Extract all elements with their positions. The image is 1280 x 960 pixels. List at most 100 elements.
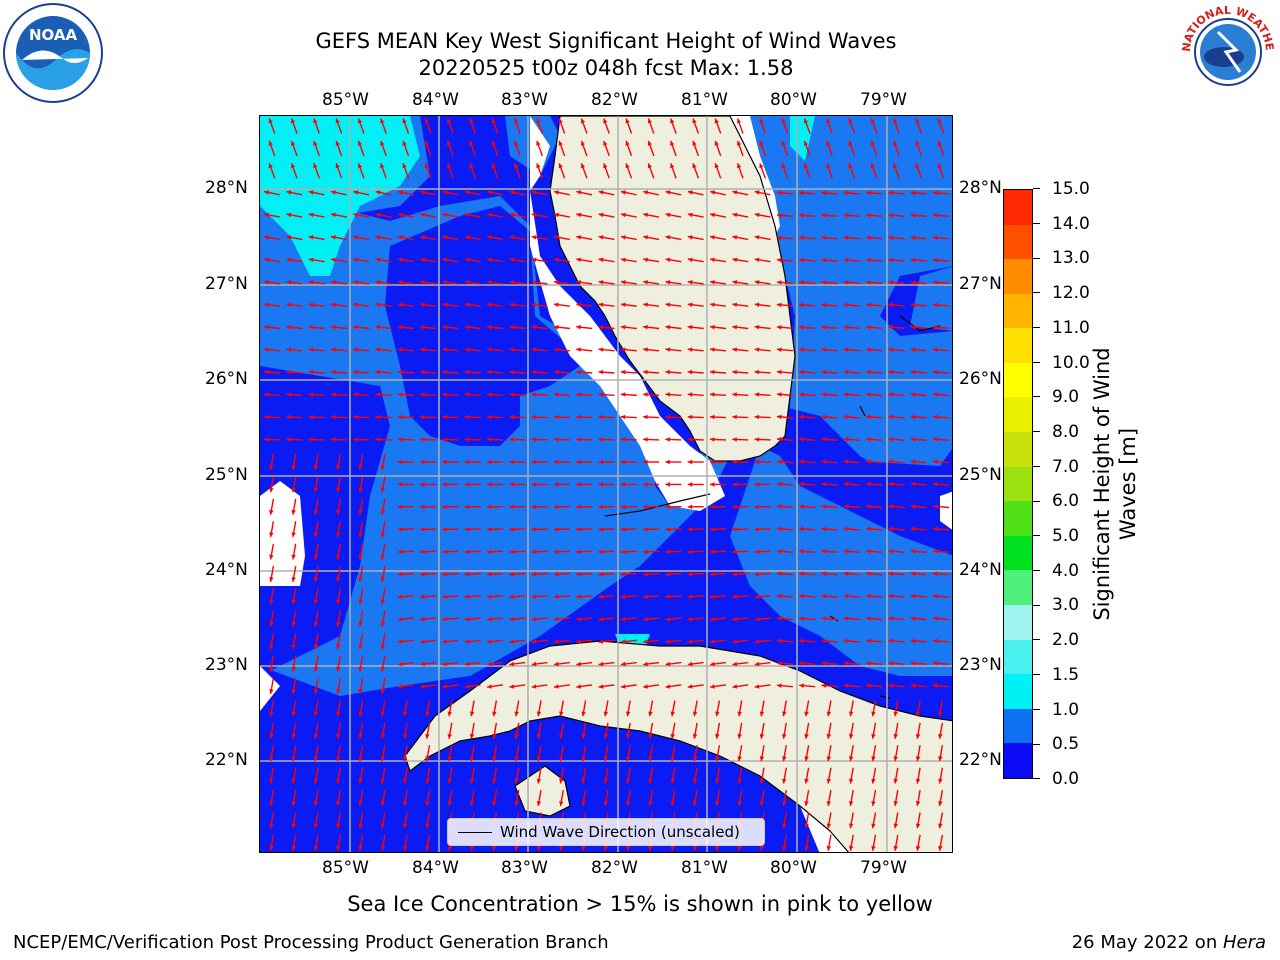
wave-direction-arrowhead [576, 324, 581, 330]
wave-direction-arrowhead [358, 577, 363, 582]
map-panel [259, 115, 953, 853]
wave-direction-arrowhead [893, 140, 898, 146]
wave-direction-arrowhead [776, 459, 782, 464]
wave-direction-arrowhead [269, 733, 274, 739]
wave-direction-arrowhead [821, 347, 827, 352]
wave-direction-arrowhead [871, 778, 876, 784]
wave-direction-arrowhead [509, 302, 515, 307]
wave-direction-arrowhead [598, 527, 603, 532]
wave-direction-arrowhead [487, 347, 492, 352]
wave-direction-arrowhead [286, 190, 292, 195]
wave-direction-arrowhead [375, 302, 381, 307]
wave-direction-arrowhead [514, 845, 519, 851]
wind-wave-direction-arrows [263, 118, 950, 851]
wave-direction-arrowhead [580, 163, 586, 169]
wave-direction-arrowhead [425, 823, 430, 829]
wave-direction-arrowhead [848, 163, 853, 169]
wave-direction-arrowhead [910, 437, 916, 442]
wave-direction-arrowhead [425, 778, 430, 784]
wave-direction-arrowhead [821, 459, 827, 464]
wave-direction-arrowhead [843, 414, 849, 420]
wave-direction-arrowhead [269, 621, 274, 627]
wave-direction-arrowhead [598, 369, 604, 375]
wave-direction-arrowhead [643, 257, 648, 263]
wave-direction-arrowhead [313, 689, 319, 694]
wave-direction-arrowhead [336, 599, 341, 605]
wave-direction-arrowhead [581, 778, 586, 784]
wave-direction-arrowhead [291, 845, 296, 851]
wave-direction-arrowhead [420, 414, 425, 420]
wave-direction-arrowhead [737, 756, 742, 762]
wave-direction-arrowhead [821, 414, 827, 420]
wave-direction-arrowhead [442, 369, 447, 375]
wave-direction-arrowhead [380, 140, 385, 146]
wave-direction-arrowhead [620, 212, 626, 218]
wave-direction-arrowhead [581, 801, 586, 806]
wave-direction-arrowhead [933, 459, 938, 464]
wave-direction-arrowhead [442, 280, 448, 285]
wave-direction-arrowhead [291, 823, 296, 829]
wave-direction-arrowhead [754, 616, 760, 622]
wave-direction-arrowhead [464, 414, 470, 420]
wave-direction-arrowhead [580, 118, 586, 124]
wave-direction-arrowhead [313, 756, 319, 762]
wave-direction-arrowhead [464, 280, 470, 285]
wave-direction-arrowhead [866, 481, 871, 487]
wave-direction-arrowhead [531, 235, 537, 240]
wave-direction-arrowhead [710, 684, 715, 689]
wave-direction-arrowhead [799, 481, 804, 487]
wave-direction-arrowhead [620, 414, 626, 420]
wave-direction-arrowhead [933, 280, 938, 285]
wave-direction-arrowhead [759, 845, 765, 851]
wave-direction-arrowhead [821, 526, 827, 532]
wave-direction-arrowhead [665, 280, 671, 285]
wave-direction-arrowhead [670, 756, 675, 762]
wave-direction-arrowhead [866, 437, 871, 442]
wave-direction-arrowhead [487, 324, 492, 330]
wave-direction-arrowhead [732, 459, 737, 465]
wave-direction-arrowhead [670, 163, 675, 169]
wave-direction-arrowhead [620, 594, 626, 599]
wave-direction-arrowhead [420, 572, 425, 577]
wave-direction-arrowhead [420, 459, 425, 465]
wave-direction-arrowhead [308, 302, 314, 307]
colorbar-tick-label: 14.0 [1052, 213, 1090, 234]
wave-direction-arrowhead [531, 661, 537, 667]
wave-direction-arrowhead [264, 369, 269, 375]
wave-direction-arrowhead [576, 235, 582, 240]
wave-direction-arrowhead [715, 778, 720, 784]
wave-direction-arrowhead [336, 644, 341, 650]
noaa-logo: NOAA [3, 3, 103, 103]
wave-direction-arrowhead [420, 190, 426, 195]
wave-direction-arrowhead [447, 118, 452, 124]
wave-direction-arrowhead [687, 527, 693, 532]
wave-direction-arrowhead [380, 778, 386, 784]
wave-direction-arrowhead [714, 118, 719, 124]
wave-direction-arrowhead [665, 212, 671, 218]
wave-direction-arrowhead [910, 392, 916, 397]
wave-direction-arrowhead [559, 845, 564, 851]
wave-direction-arrowhead [442, 212, 448, 218]
wave-direction-arrowhead [843, 347, 849, 352]
wave-direction-arrowhead [313, 532, 319, 538]
wave-direction-arrowhead [313, 509, 319, 515]
wave-direction-arrowhead [358, 509, 363, 515]
wave-direction-arrowhead [330, 437, 336, 442]
colorbar-segment [1004, 743, 1032, 778]
wave-direction-arrowhead [269, 845, 274, 851]
top-lon-tick: 85°W [322, 90, 369, 110]
wave-direction-arrowhead [491, 140, 496, 146]
wave-direction-arrowhead [469, 140, 474, 146]
wave-direction-arrowhead [576, 504, 581, 510]
wave-direction-arrowhead [910, 481, 916, 487]
wave-direction-arrowhead [291, 532, 296, 538]
wave-direction-arrowhead [402, 801, 408, 806]
wave-direction-arrowhead [687, 684, 693, 689]
colorbar-tick-mark [1033, 396, 1040, 398]
wave-direction-arrowhead [402, 711, 408, 717]
wave-direction-arrowhead [782, 756, 787, 762]
wave-direction-arrowhead [759, 801, 765, 806]
wave-direction-arrowhead [687, 190, 693, 195]
top-lon-tick: 82°W [591, 90, 638, 110]
wave-direction-arrowhead [843, 369, 849, 375]
